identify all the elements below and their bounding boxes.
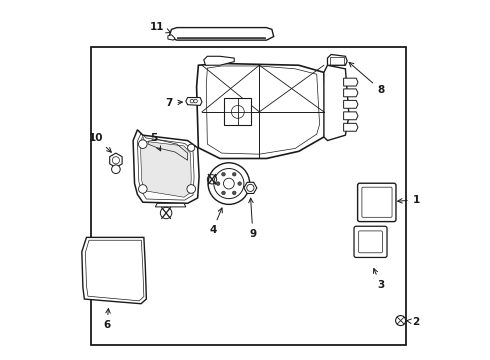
- Text: 11: 11: [150, 22, 171, 33]
- Circle shape: [221, 172, 225, 176]
- Polygon shape: [343, 123, 358, 131]
- Text: 2: 2: [406, 317, 419, 327]
- Circle shape: [247, 184, 254, 192]
- Circle shape: [188, 144, 195, 151]
- Circle shape: [238, 182, 242, 185]
- Circle shape: [232, 172, 236, 176]
- Text: 8: 8: [349, 62, 385, 95]
- FancyBboxPatch shape: [354, 226, 387, 257]
- Polygon shape: [343, 89, 358, 97]
- Text: 3: 3: [373, 269, 384, 290]
- Polygon shape: [343, 112, 358, 120]
- Polygon shape: [168, 35, 175, 40]
- Text: 7: 7: [165, 98, 182, 108]
- Bar: [224, 98, 251, 125]
- Text: 4: 4: [209, 208, 222, 235]
- Polygon shape: [170, 28, 274, 40]
- Circle shape: [139, 140, 147, 148]
- Text: 10: 10: [89, 133, 111, 152]
- Text: 1: 1: [398, 195, 420, 205]
- Polygon shape: [204, 56, 234, 65]
- Circle shape: [112, 157, 120, 164]
- Text: 5: 5: [150, 133, 161, 151]
- Text: 9: 9: [249, 198, 256, 239]
- Circle shape: [223, 178, 234, 189]
- FancyBboxPatch shape: [358, 183, 396, 222]
- Circle shape: [190, 99, 194, 103]
- Polygon shape: [186, 98, 202, 105]
- Circle shape: [232, 191, 236, 195]
- Circle shape: [214, 168, 244, 199]
- Circle shape: [187, 185, 196, 193]
- Circle shape: [194, 99, 197, 103]
- Polygon shape: [343, 100, 358, 108]
- Circle shape: [221, 191, 225, 195]
- Polygon shape: [140, 136, 191, 197]
- Polygon shape: [82, 237, 147, 304]
- Polygon shape: [196, 63, 327, 158]
- Circle shape: [208, 163, 250, 204]
- Circle shape: [139, 185, 147, 193]
- Circle shape: [112, 165, 120, 174]
- Polygon shape: [324, 65, 349, 140]
- Polygon shape: [133, 130, 199, 203]
- Text: 6: 6: [103, 309, 111, 330]
- Circle shape: [395, 316, 406, 325]
- Polygon shape: [343, 78, 358, 86]
- Bar: [91, 47, 406, 345]
- Bar: [330, 57, 344, 64]
- Polygon shape: [327, 54, 347, 65]
- Polygon shape: [155, 203, 186, 207]
- Circle shape: [216, 182, 220, 185]
